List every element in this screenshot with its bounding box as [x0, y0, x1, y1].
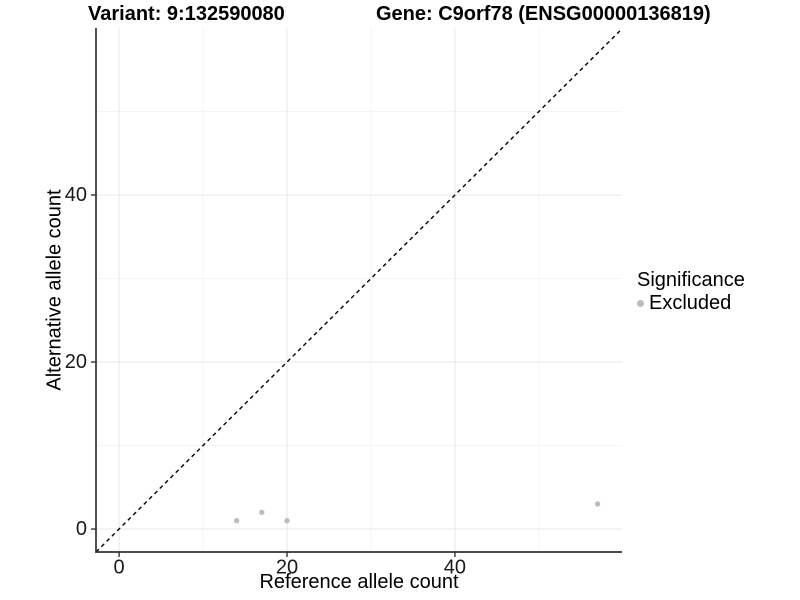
identity-line: [95, 28, 623, 553]
data-points: [233, 501, 601, 524]
x-tick-label: 0: [114, 557, 125, 579]
legend-item-excluded: Excluded: [637, 292, 745, 314]
x-axis-label: Reference allele count: [259, 571, 459, 593]
excluded-point-icon: [637, 299, 644, 307]
data-point: [284, 517, 290, 524]
grid-major: [96, 28, 622, 552]
data-point: [594, 501, 601, 507]
x-tick-label: 40: [444, 557, 466, 579]
legend-item-label: Excluded: [649, 292, 732, 314]
legend: Significance Excluded: [637, 268, 745, 314]
gene-title: Gene: C9orf78 (ENSG00000136819): [376, 3, 711, 25]
y-axis-label: Alternative allele count: [43, 189, 66, 391]
y-tick-label: 20: [65, 351, 87, 373]
variant-title: Variant: 9:132590080: [88, 3, 285, 25]
x-tick-label: 20: [276, 557, 298, 579]
data-point: [259, 509, 265, 516]
y-tick-label: 0: [76, 518, 87, 540]
axis-ticks: [91, 194, 456, 557]
tick-labels: 0 20 40 0 20 40: [65, 184, 466, 579]
grid-minor: [96, 28, 622, 552]
data-point: [233, 517, 240, 524]
y-tick-label: 40: [65, 184, 87, 206]
legend-title: Significance: [637, 269, 745, 291]
